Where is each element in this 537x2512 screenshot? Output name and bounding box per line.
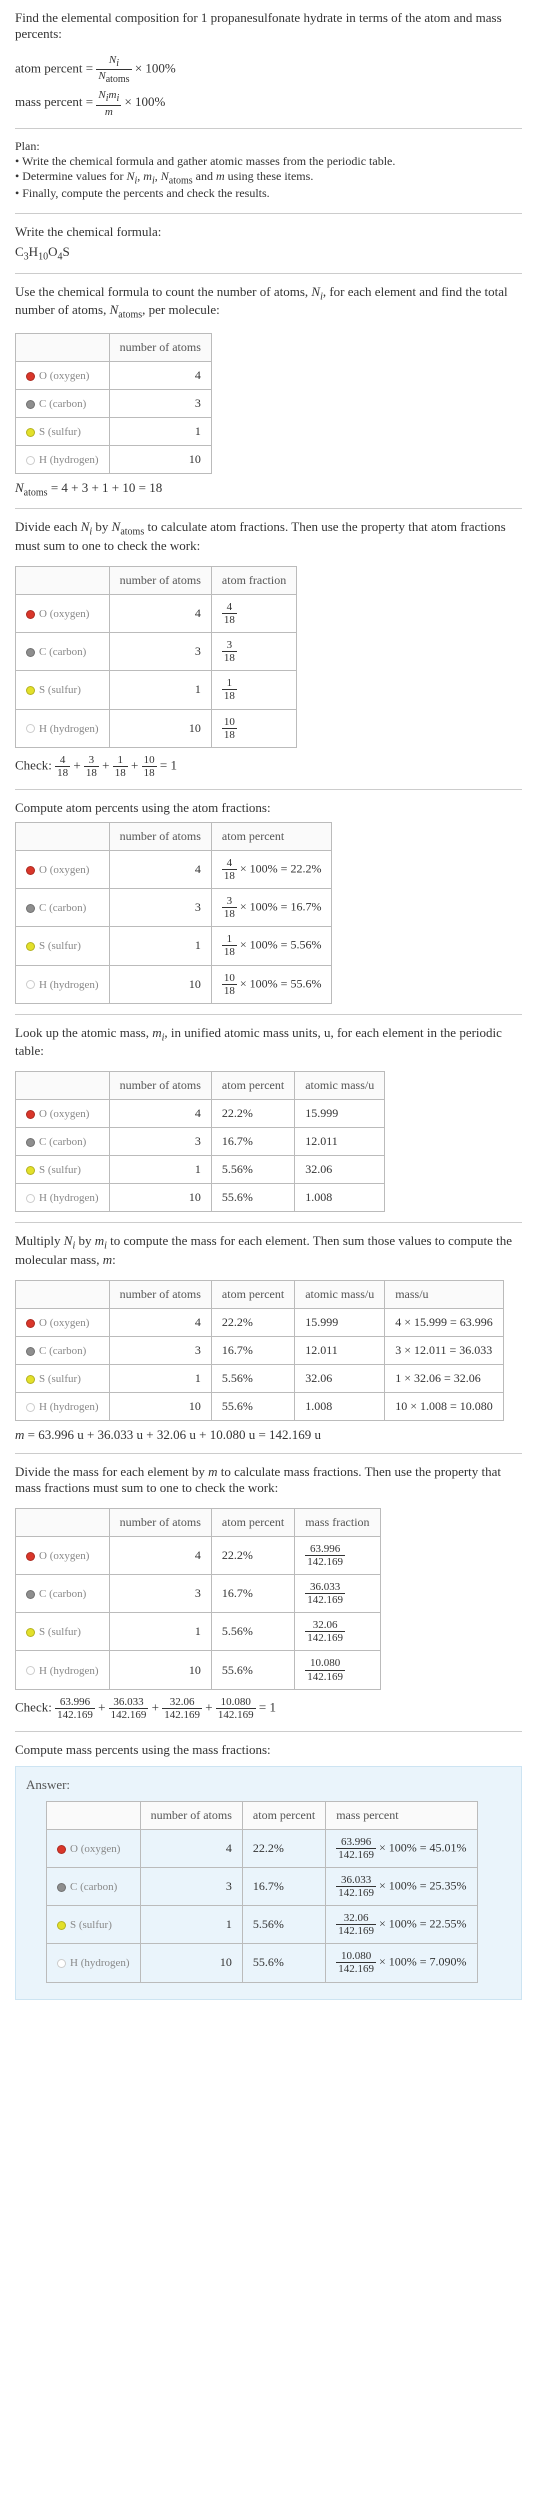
compute-mass-pct-text: Compute mass percents using the mass fra… bbox=[15, 1742, 522, 1758]
element-dot bbox=[26, 428, 35, 437]
table-row: O (oxygen)422.2%63.996142.169 bbox=[16, 1536, 381, 1574]
table-row: C (carbon)316.7%36.033142.169 bbox=[16, 1575, 381, 1613]
total-mass: m = 63.996 u + 36.033 u + 32.06 u + 10.0… bbox=[15, 1427, 522, 1443]
atom-percent-formula: atom percent = Ni Natoms × 100% bbox=[15, 54, 522, 85]
plan-section: Plan: • Write the chemical formula and g… bbox=[15, 139, 522, 201]
table-row: S (sulfur)15.56%32.06 bbox=[16, 1156, 385, 1184]
count-atoms-text: Use the chemical formula to count the nu… bbox=[15, 284, 522, 321]
answer-label: Answer: bbox=[26, 1777, 511, 1793]
multiply-text: Multiply Ni by mi to compute the mass fo… bbox=[15, 1233, 522, 1268]
table-row: S (sulfur)15.56%32.06142.169 bbox=[16, 1613, 381, 1651]
table-row: C (carbon)316.7%12.011 bbox=[16, 1128, 385, 1156]
element-dot bbox=[26, 456, 35, 465]
plan-bullet: • Finally, compute the percents and chec… bbox=[15, 186, 522, 201]
intro-text: Find the elemental composition for 1 pro… bbox=[15, 10, 522, 42]
table-row: O (oxygen)4418 × 100% = 22.2% bbox=[16, 850, 332, 888]
divider bbox=[15, 1731, 522, 1732]
answer-box: Answer: number of atomsatom percentmass … bbox=[15, 1766, 522, 2000]
mass-fraction-table: number of atomsatom percentmass fraction… bbox=[15, 1508, 381, 1690]
atom-fraction-text: Divide each Ni by Natoms to calculate at… bbox=[15, 519, 522, 554]
plan-bullet: • Determine values for Ni, mi, Natoms an… bbox=[15, 169, 522, 186]
table-row: H (hydrogen)101018 bbox=[16, 709, 297, 747]
divider bbox=[15, 508, 522, 509]
divider bbox=[15, 273, 522, 274]
table-row: H (hydrogen)1055.6%10.080142.169 × 100% … bbox=[47, 1944, 478, 1982]
compute-atom-pct-text: Compute atom percents using the atom fra… bbox=[15, 800, 522, 816]
mass-table: number of atomsatom percentatomic mass/u… bbox=[15, 1280, 504, 1421]
table-row: C (carbon)3 bbox=[16, 389, 212, 417]
mass-percent-formula: mass percent = Nimi m × 100% bbox=[15, 89, 522, 117]
element-dot bbox=[26, 400, 35, 409]
lookup-mass-text: Look up the atomic mass, mi, in unified … bbox=[15, 1025, 522, 1060]
element-dot bbox=[26, 372, 35, 381]
table-row: C (carbon)3318 × 100% = 16.7% bbox=[16, 889, 332, 927]
divider bbox=[15, 1014, 522, 1015]
table-row: H (hydrogen)10 bbox=[16, 445, 212, 473]
table-row: H (hydrogen)1055.6%1.008 bbox=[16, 1184, 385, 1212]
table-row: O (oxygen)4 bbox=[16, 361, 212, 389]
table-row: C (carbon)3318 bbox=[16, 633, 297, 671]
intro: Find the elemental composition for 1 pro… bbox=[15, 10, 502, 41]
plan-bullet: • Write the chemical formula and gather … bbox=[15, 154, 522, 169]
divider bbox=[15, 213, 522, 214]
table-row: C (carbon)316.7%12.0113 × 12.011 = 36.03… bbox=[16, 1336, 504, 1364]
natoms-sum: Natoms = 4 + 3 + 1 + 10 = 18 bbox=[15, 480, 522, 499]
divider bbox=[15, 1453, 522, 1454]
table-row: O (oxygen)422.2%15.999 bbox=[16, 1100, 385, 1128]
plan-title: Plan: bbox=[15, 139, 522, 154]
check-fractions: Check: 418 + 318 + 118 + 1018 = 1 bbox=[15, 754, 522, 779]
divider bbox=[15, 1222, 522, 1223]
table-row: O (oxygen)422.2%63.996142.169 × 100% = 4… bbox=[47, 1829, 478, 1867]
table-row: S (sulfur)1 bbox=[16, 417, 212, 445]
table-row: H (hydrogen)101018 × 100% = 55.6% bbox=[16, 965, 332, 1003]
atom-fraction-table: number of atomsatom fraction O (oxygen)4… bbox=[15, 566, 297, 748]
divider bbox=[15, 128, 522, 129]
atoms-table: number of atoms O (oxygen)4 C (carbon)3 … bbox=[15, 333, 212, 474]
atom-percent-table: number of atomsatom percent O (oxygen)44… bbox=[15, 822, 332, 1004]
table-row: S (sulfur)15.56%32.06142.169 × 100% = 22… bbox=[47, 1906, 478, 1944]
table-row: S (sulfur)15.56%32.061 × 32.06 = 32.06 bbox=[16, 1364, 504, 1392]
mass-fraction-text: Divide the mass for each element by m to… bbox=[15, 1464, 522, 1496]
answer-table: number of atomsatom percentmass percent … bbox=[46, 1801, 478, 1983]
chemical-formula: C3H10O4S bbox=[15, 244, 522, 263]
check-mass-fractions: Check: 63.996142.169 + 36.033142.169 + 3… bbox=[15, 1696, 522, 1721]
divider bbox=[15, 789, 522, 790]
table-row: S (sulfur)1118 bbox=[16, 671, 297, 709]
table-row: C (carbon)316.7%36.033142.169 × 100% = 2… bbox=[47, 1868, 478, 1906]
write-formula-label: Write the chemical formula: bbox=[15, 224, 522, 240]
table-row: O (oxygen)422.2%15.9994 × 15.999 = 63.99… bbox=[16, 1308, 504, 1336]
table-row: H (hydrogen)1055.6%10.080142.169 bbox=[16, 1651, 381, 1689]
atomic-mass-table: number of atomsatom percentatomic mass/u… bbox=[15, 1071, 385, 1212]
table-row: H (hydrogen)1055.6%1.00810 × 1.008 = 10.… bbox=[16, 1392, 504, 1420]
table-row: S (sulfur)1118 × 100% = 5.56% bbox=[16, 927, 332, 965]
table-row: O (oxygen)4418 bbox=[16, 595, 297, 633]
